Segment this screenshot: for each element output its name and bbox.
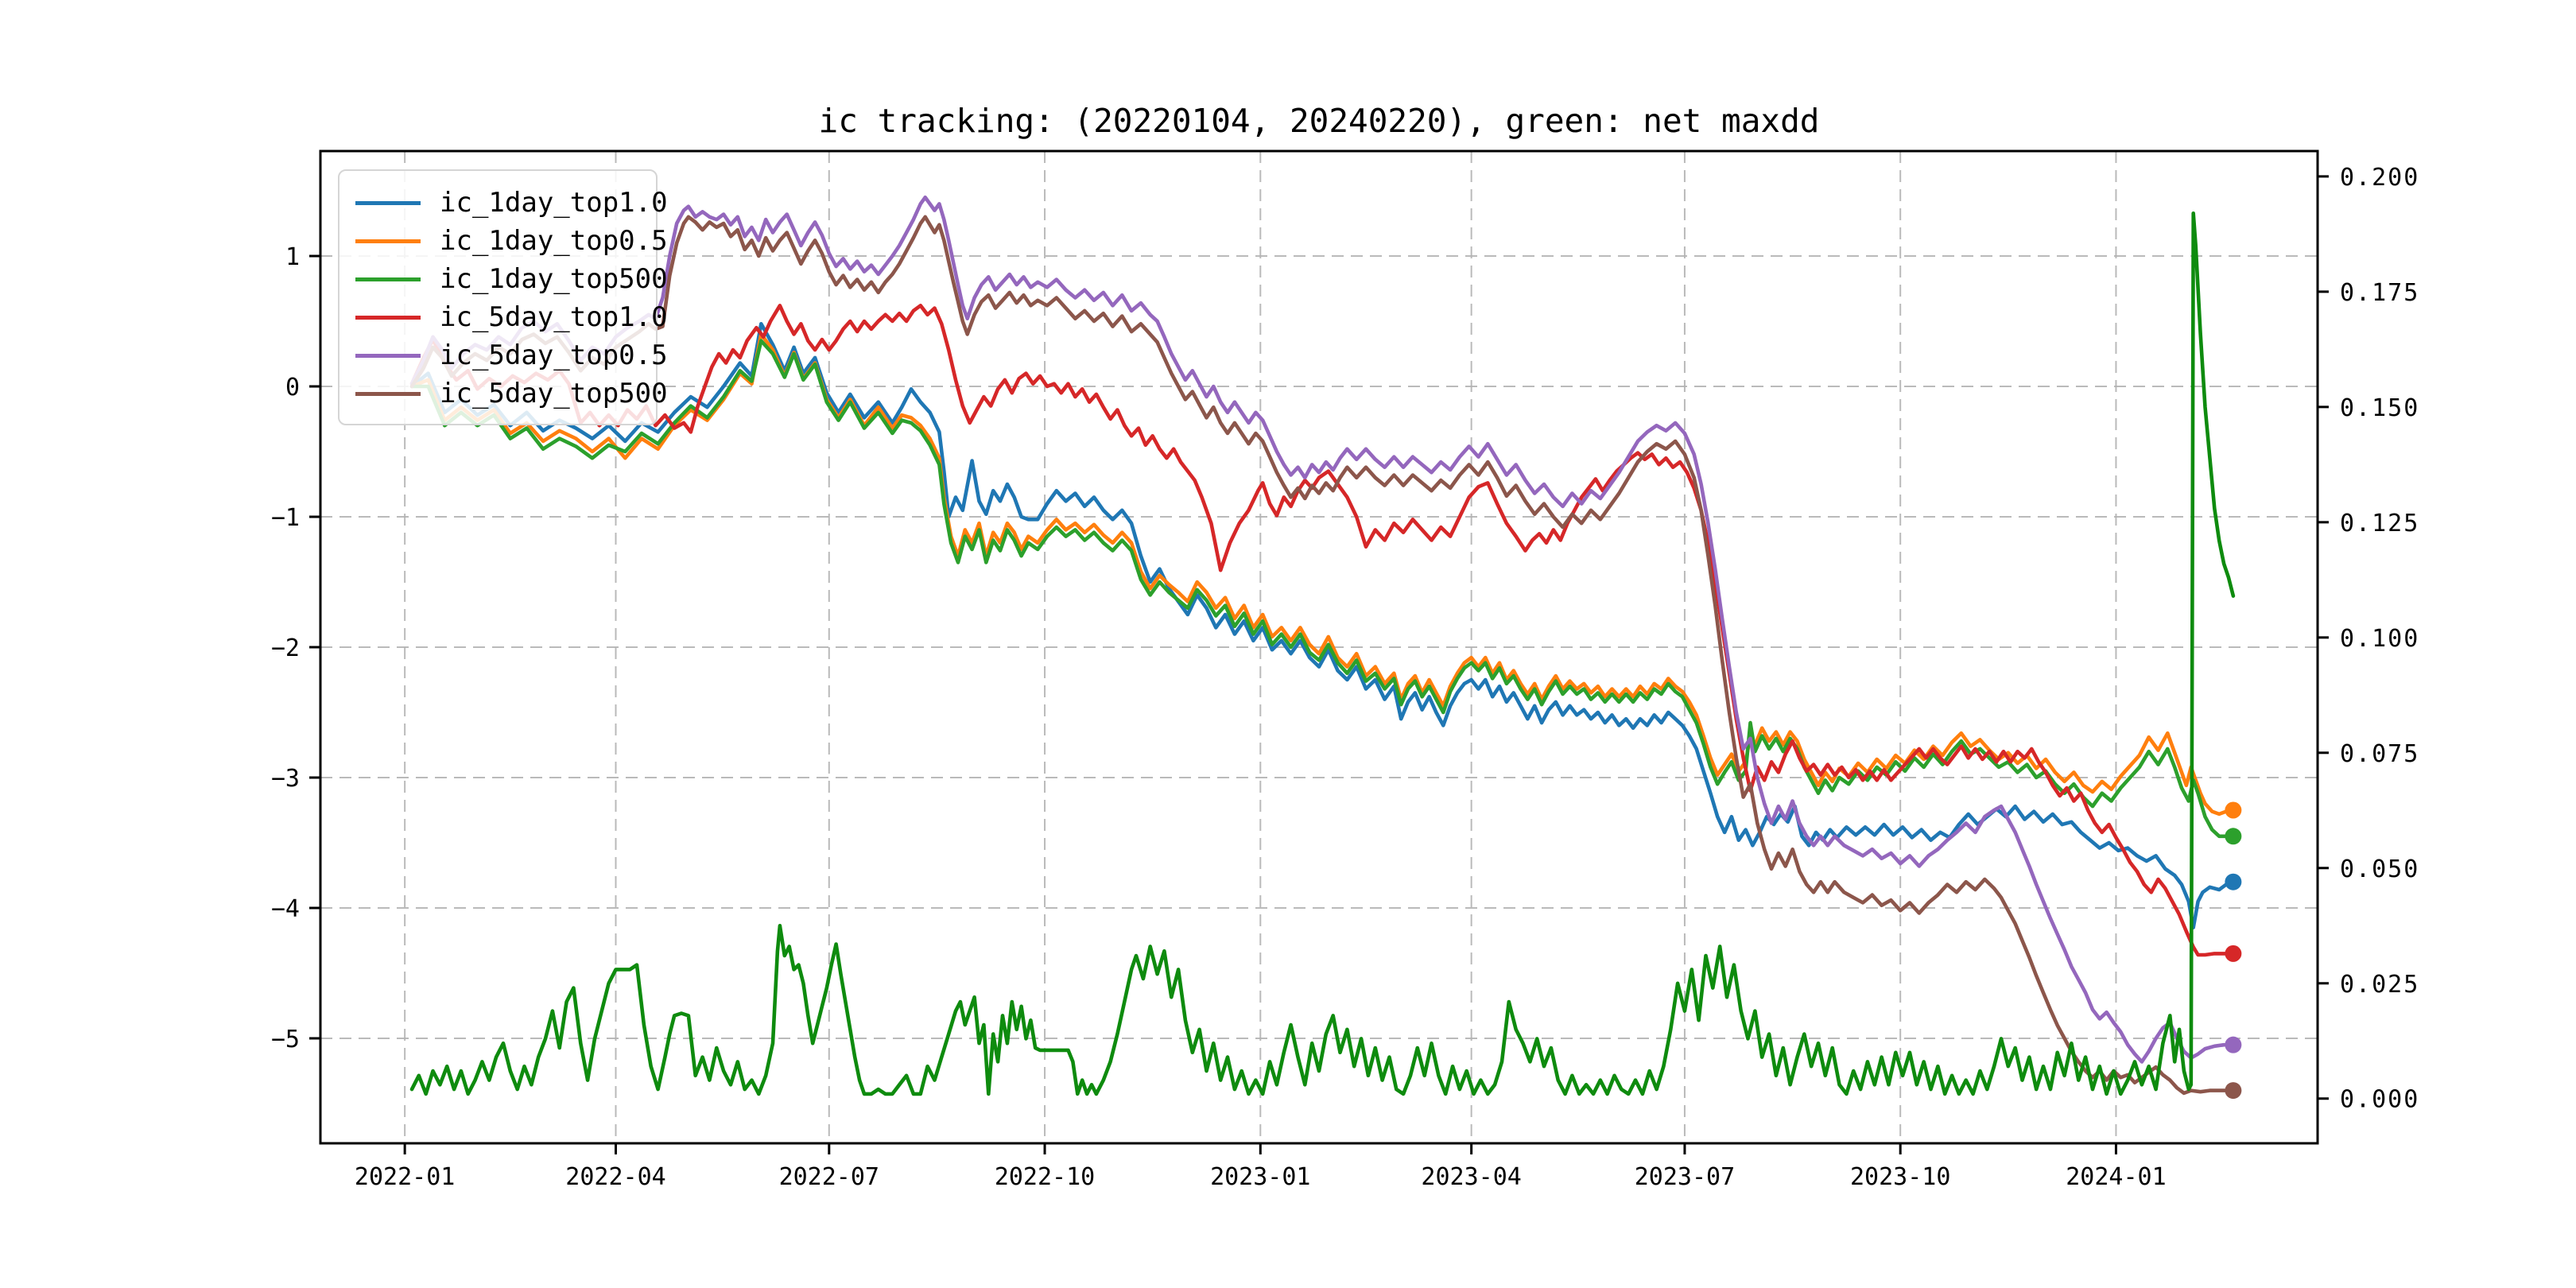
series-ic_1day_top0.5: [409, 332, 2236, 817]
legend-label-ic_1day_top500: ic_1day_top500: [440, 263, 668, 295]
series-ic_5day_top0.5: [409, 195, 2236, 1064]
y-left-tick-label: −4: [271, 895, 300, 923]
y-left-tick-label: −3: [271, 765, 300, 793]
legend-line-swatch: [355, 239, 421, 243]
end-dot-ic_5day_top500: [2225, 1082, 2242, 1100]
legend-label-ic_5day_top0.5: ic_5day_top0.5: [440, 339, 668, 371]
legend-label-ic_5day_top500: ic_5day_top500: [440, 378, 668, 409]
x-tick-label: 2022-01: [355, 1163, 455, 1191]
series-ic_5day_top1.0: [409, 303, 2236, 957]
legend-row: ic_5day_top500: [355, 374, 668, 413]
x-tick-label: 2023-07: [1635, 1163, 1735, 1191]
x-tick-label: 2022-04: [565, 1163, 665, 1191]
series-ic_5day_top500: [409, 215, 2236, 1096]
y-left-tick-label: 0: [285, 374, 300, 402]
chart-title: ic tracking: (20220104, 20240220), green…: [818, 102, 1820, 140]
series-ic_1day_top500: [409, 339, 2236, 839]
y-right-tick-label: 0.175: [2340, 279, 2419, 307]
series-net_maxdd: [409, 211, 2236, 1096]
legend-label-ic_1day_top1.0: ic_1day_top1.0: [440, 187, 668, 219]
y-right-tick-label: 0.000: [2340, 1086, 2419, 1114]
legend: ic_1day_top1.0 ic_1day_top0.5 ic_1day_top5…: [338, 169, 668, 425]
legend-label-ic_5day_top1.0: ic_5day_top1.0: [440, 301, 668, 333]
legend-row: ic_1day_top0.5: [355, 222, 668, 260]
y-left-tick-label: 1: [285, 243, 300, 271]
legend-line-swatch: [355, 277, 421, 281]
end-dot-ic_5day_top1.0: [2225, 945, 2242, 962]
x-tick-label: 2022-07: [779, 1163, 879, 1191]
x-tick-label: 2022-10: [995, 1163, 1095, 1191]
x-tick-label: 2023-04: [1421, 1163, 1521, 1191]
legend-row: ic_1day_top1.0: [355, 184, 668, 222]
legend-label-ic_1day_top0.5: ic_1day_top0.5: [440, 225, 668, 257]
end-dot-ic_1day_top0.5: [2225, 801, 2242, 819]
legend-line-swatch: [355, 391, 421, 396]
y-right-tick-label: 0.150: [2340, 394, 2419, 422]
y-left-tick-label: −2: [271, 634, 300, 662]
y-right-tick-label: 0.075: [2340, 740, 2419, 768]
x-tick-label: 2024-01: [2066, 1163, 2166, 1191]
legend-line-swatch: [355, 353, 421, 358]
end-dot-ic_5day_top0.5: [2225, 1036, 2242, 1053]
legend-row: ic_5day_top1.0: [355, 298, 668, 336]
y-left-tick-label: −1: [271, 504, 300, 532]
legend-line-swatch: [355, 315, 421, 320]
end-dot-ic_1day_top1.0: [2225, 873, 2242, 890]
y-right-tick-label: 0.025: [2340, 971, 2419, 999]
end-dot-ic_1day_top500: [2225, 828, 2242, 845]
legend-row: ic_1day_top500: [355, 260, 668, 298]
legend-line-swatch: [355, 200, 421, 205]
legend-row: ic_5day_top0.5: [355, 336, 668, 374]
y-right-tick-label: 0.125: [2340, 510, 2419, 537]
y-right-tick-label: 0.100: [2340, 625, 2419, 653]
y-left-tick-label: −5: [271, 1026, 300, 1053]
x-tick-label: 2023-10: [1850, 1163, 1950, 1191]
x-tick-label: 2023-01: [1210, 1163, 1310, 1191]
y-right-tick-label: 0.200: [2340, 164, 2419, 192]
y-right-tick-label: 0.050: [2340, 855, 2419, 883]
